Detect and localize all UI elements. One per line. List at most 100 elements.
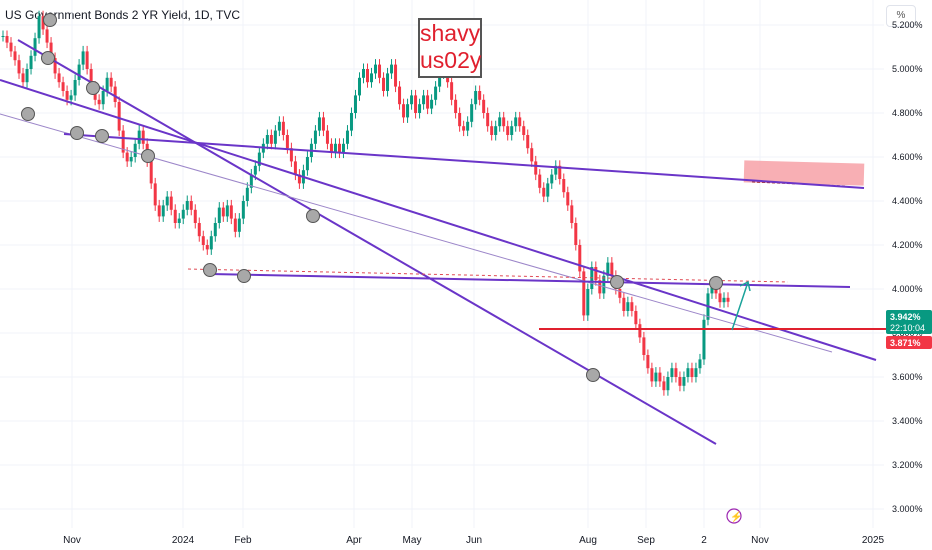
trendline-upper — [63, 133, 865, 189]
pivot-marker — [610, 275, 624, 289]
candle-body — [305, 157, 309, 171]
trendline-thin — [0, 113, 833, 353]
candle-body — [273, 130, 277, 144]
candle-body — [125, 152, 129, 162]
candle-body — [490, 126, 494, 135]
candle-body — [702, 319, 706, 360]
current-price-label: 3.942% — [890, 312, 921, 322]
candle-body — [293, 161, 297, 175]
candle-body — [654, 372, 658, 382]
candle-body — [390, 64, 394, 74]
candle-body — [534, 161, 538, 175]
candle-body — [133, 143, 137, 157]
candle-body — [438, 73, 442, 87]
pivot-marker — [70, 126, 84, 140]
candle-body — [546, 183, 550, 197]
candle-body — [554, 165, 558, 175]
candle-body — [450, 82, 454, 100]
candle-body — [129, 157, 133, 162]
candle-body — [97, 99, 101, 105]
candle-body — [510, 126, 514, 135]
candle-body — [538, 174, 542, 188]
candle-body — [109, 77, 113, 87]
y-axis: 5.200% 5.000% 4.800% 4.600% 4.400% 4.200% 4.00… — [892, 20, 923, 514]
y-tick-label: 4.000% — [892, 284, 923, 294]
candle-body — [217, 207, 221, 223]
x-tick-label: Nov — [751, 535, 769, 546]
candle-body — [41, 16, 45, 30]
candle-body — [13, 51, 17, 61]
candle-body — [374, 64, 378, 74]
candle-body — [85, 51, 89, 69]
candle-body — [321, 117, 325, 131]
candle-body — [562, 179, 566, 193]
candle-body — [81, 51, 85, 65]
watermark-line1: shavy — [420, 20, 481, 46]
candle-body — [233, 218, 237, 232]
candle-body — [598, 280, 602, 294]
candle-body — [386, 73, 390, 91]
candle-body — [658, 372, 662, 382]
percent-scale-button[interactable]: % — [886, 5, 916, 27]
x-tick-label: Nov — [63, 535, 81, 546]
candle-body — [366, 69, 370, 83]
candle-body — [149, 161, 153, 184]
candle-body — [474, 91, 478, 105]
candle-body — [610, 262, 614, 276]
candle-body — [726, 297, 730, 302]
pivot-markers — [21, 13, 723, 382]
candle-body — [718, 293, 722, 303]
candle-body — [5, 36, 9, 43]
y-tick-label: 4.400% — [892, 196, 923, 206]
candle-body — [225, 205, 229, 217]
resistance-zone — [743, 160, 865, 186]
dashed-level — [187, 268, 789, 283]
candle-body — [289, 148, 293, 162]
y-tick-label: 3.000% — [892, 504, 923, 514]
candle-body — [426, 95, 430, 109]
candle-body — [410, 95, 414, 105]
trend-drawings — [0, 39, 932, 445]
candle-body — [646, 355, 650, 369]
candle-body — [370, 73, 374, 83]
candle-body — [17, 60, 21, 74]
pivot-marker — [306, 209, 320, 223]
x-tick-label: May — [403, 535, 422, 546]
candle-body — [458, 113, 462, 127]
candle-body — [542, 187, 546, 197]
y-tick-label: 3.600% — [892, 372, 923, 382]
candle-body — [205, 245, 209, 250]
candle-body — [65, 91, 69, 100]
candle-body — [329, 143, 333, 153]
candle-body — [269, 135, 273, 144]
candle-body — [578, 245, 582, 272]
watermark: shavy us02y — [418, 18, 482, 78]
x-tick-label: 2025 — [862, 535, 885, 546]
candle-body — [169, 196, 173, 210]
pivot-marker — [43, 13, 57, 27]
candle-body — [1, 36, 5, 37]
candle-body — [530, 148, 534, 162]
candle-body — [522, 126, 526, 135]
lightning-icon-glyph: ⚡ — [730, 510, 742, 523]
candle-body — [137, 130, 141, 144]
x-tick-label: Aug — [579, 535, 597, 546]
candle-body — [105, 77, 109, 91]
candle-body — [482, 99, 486, 113]
candle-body — [285, 135, 289, 149]
candle-body — [582, 271, 586, 316]
candle-body — [678, 377, 682, 386]
x-tick-label: Sep — [637, 535, 655, 546]
candle-body — [69, 95, 73, 100]
trendline-steep — [17, 39, 717, 445]
x-tick-label: Apr — [346, 535, 362, 546]
candle-body — [337, 143, 341, 153]
candle-body — [157, 205, 161, 217]
candle-body — [257, 152, 261, 166]
y-tick-label: 3.200% — [892, 460, 923, 470]
candle-body — [333, 143, 337, 153]
candle-body — [622, 297, 626, 311]
candle-body — [101, 91, 105, 105]
candle-body — [73, 80, 77, 96]
